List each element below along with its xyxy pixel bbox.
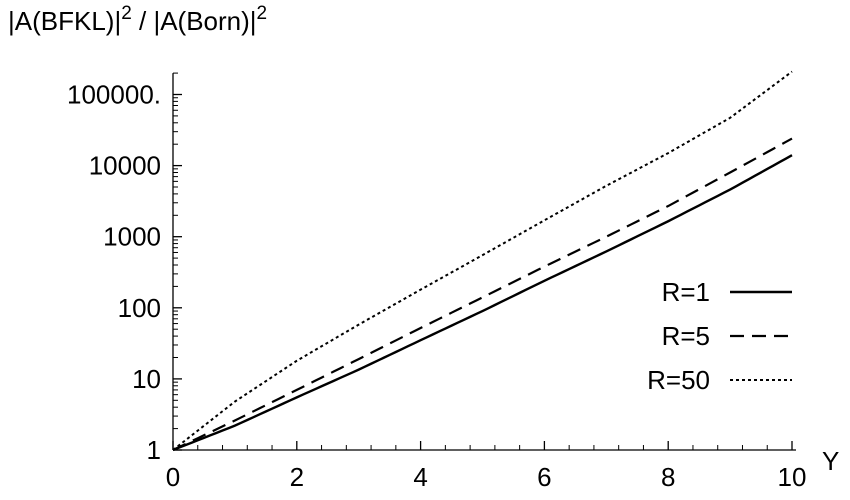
y-title-exp1: 2: [121, 3, 132, 24]
x-tick-label: 10: [778, 462, 807, 492]
y-title-part1: |A(BFKL)|: [8, 6, 121, 36]
y-tick-label: 10: [132, 364, 161, 394]
legend-label-r-50: R=50: [647, 365, 710, 395]
x-tick-label: 0: [166, 462, 180, 492]
x-axis-title: Y: [822, 446, 839, 476]
y-title-part2: / |A(Born)|: [132, 6, 257, 36]
x-tick-label: 2: [290, 462, 304, 492]
y-tick-label: 100000.: [67, 80, 161, 110]
y-tick-label: 1000: [103, 222, 161, 252]
axes: 0 2 4 6 8 10 1 10 100 1000 10000 100000.: [67, 72, 807, 492]
y-tick-label: 1: [147, 435, 161, 465]
y-title-exp2: 2: [257, 3, 268, 24]
series-lines: [172, 70, 793, 452]
y-axis-title: |A(BFKL)|2 / |A(Born)|2: [8, 3, 267, 36]
x-tick-label: 6: [537, 462, 551, 492]
x-tick-label: 8: [661, 462, 675, 492]
y-tick-label: 100: [118, 293, 161, 323]
x-tick-label: 4: [413, 462, 427, 492]
series-line-r-5: [172, 137, 793, 451]
legend: R=1 R=5 R=50: [647, 277, 792, 395]
legend-label-r-1: R=1: [662, 277, 710, 307]
series-line-r-50: [172, 70, 793, 451]
legend-label-r-5: R=5: [662, 321, 710, 351]
series-line-r-1: [172, 154, 793, 452]
y-tick-label: 10000: [89, 151, 161, 181]
